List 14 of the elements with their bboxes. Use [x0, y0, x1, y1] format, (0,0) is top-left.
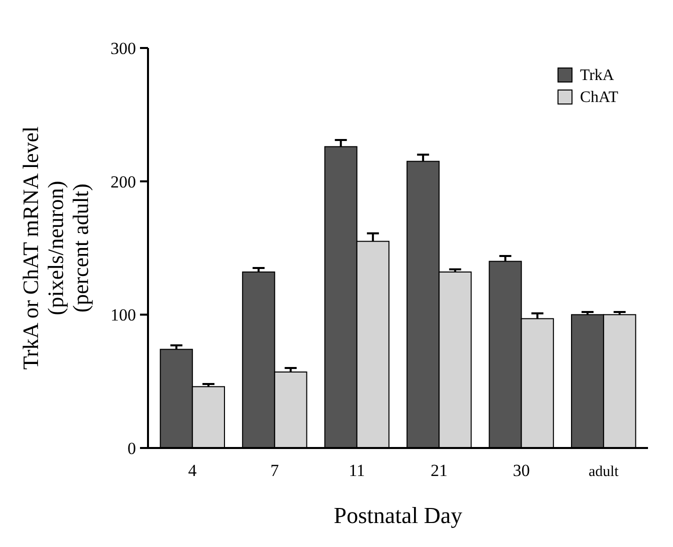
legend-label: ChAT [580, 89, 618, 106]
y-axis-title: TrkA or ChAT mRNA level (pixels/neuron) (percent adult) [18, 126, 93, 370]
legend-label: TrkA [580, 67, 615, 84]
x-axis-title: Postnatal Day [334, 503, 463, 528]
x-tick-label: 21 [430, 461, 448, 480]
x-tick-label: 4 [188, 461, 198, 480]
x-tick-label: adult [588, 464, 620, 480]
x-tick-label: 30 [512, 461, 530, 480]
x-tick-label: 11 [348, 461, 366, 480]
y-tick-label: 300 [110, 38, 136, 58]
x-tick-label: 7 [270, 461, 280, 480]
y-tick-label: 0 [128, 438, 136, 458]
y-tick-label: 200 [110, 172, 136, 192]
y-tick-label: 100 [110, 306, 136, 325]
